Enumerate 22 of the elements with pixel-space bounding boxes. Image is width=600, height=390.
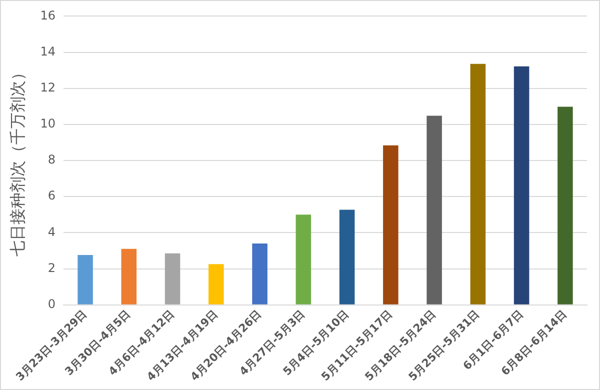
y-tick-label: 8: [48, 152, 56, 167]
bar: [296, 214, 312, 304]
bar: [164, 253, 180, 304]
y-tick-label: 2: [48, 260, 56, 275]
bar: [470, 64, 486, 304]
bar: [252, 244, 268, 304]
bar: [208, 264, 224, 304]
y-axis-title: 七日接种剂次（千万剂次）: [8, 64, 27, 257]
bar: [383, 145, 398, 304]
bar: [339, 210, 355, 304]
y-tick-label: 4: [48, 224, 56, 239]
bar: [558, 106, 573, 304]
bar: [78, 255, 93, 304]
y-tick-label: 0: [48, 296, 56, 311]
bar: [514, 66, 530, 304]
y-tick-label: 14: [40, 44, 56, 58]
bar: [121, 248, 137, 304]
y-tick-label: 12: [40, 80, 56, 94]
y-tick-label: 16: [40, 8, 56, 22]
y-tick-label: 10: [40, 116, 56, 131]
y-tick-label: 6: [48, 188, 56, 203]
bar: [426, 116, 442, 304]
